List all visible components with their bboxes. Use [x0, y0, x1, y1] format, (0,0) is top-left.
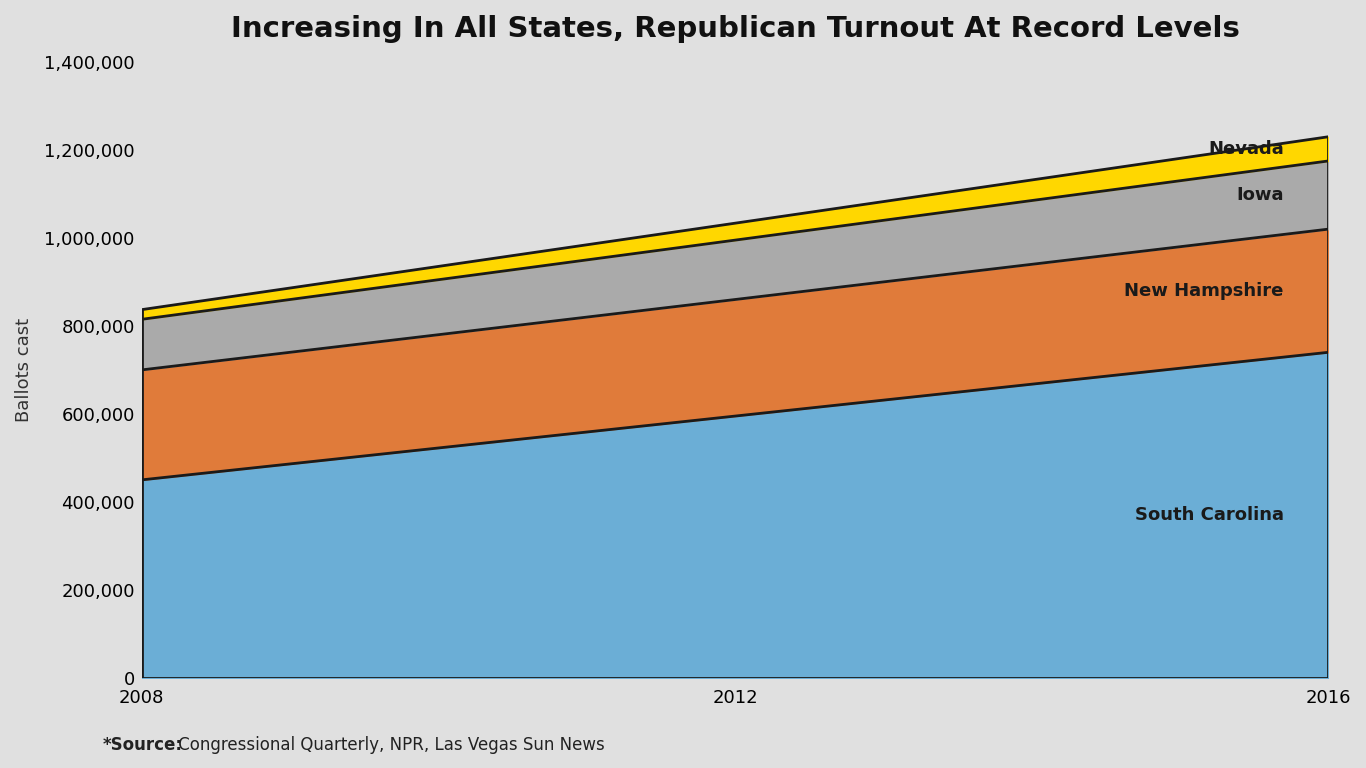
Text: Nevada: Nevada — [1208, 140, 1284, 158]
Title: Increasing In All States, Republican Turnout At Record Levels: Increasing In All States, Republican Tur… — [231, 15, 1239, 43]
Text: Iowa: Iowa — [1236, 186, 1284, 204]
Y-axis label: Ballots cast: Ballots cast — [15, 318, 33, 422]
Text: New Hampshire: New Hampshire — [1124, 282, 1284, 300]
Text: South Carolina: South Carolina — [1135, 506, 1284, 524]
Text: *Source:: *Source: — [102, 737, 183, 754]
Text: Congressional Quarterly, NPR, Las Vegas Sun News: Congressional Quarterly, NPR, Las Vegas … — [173, 737, 605, 754]
